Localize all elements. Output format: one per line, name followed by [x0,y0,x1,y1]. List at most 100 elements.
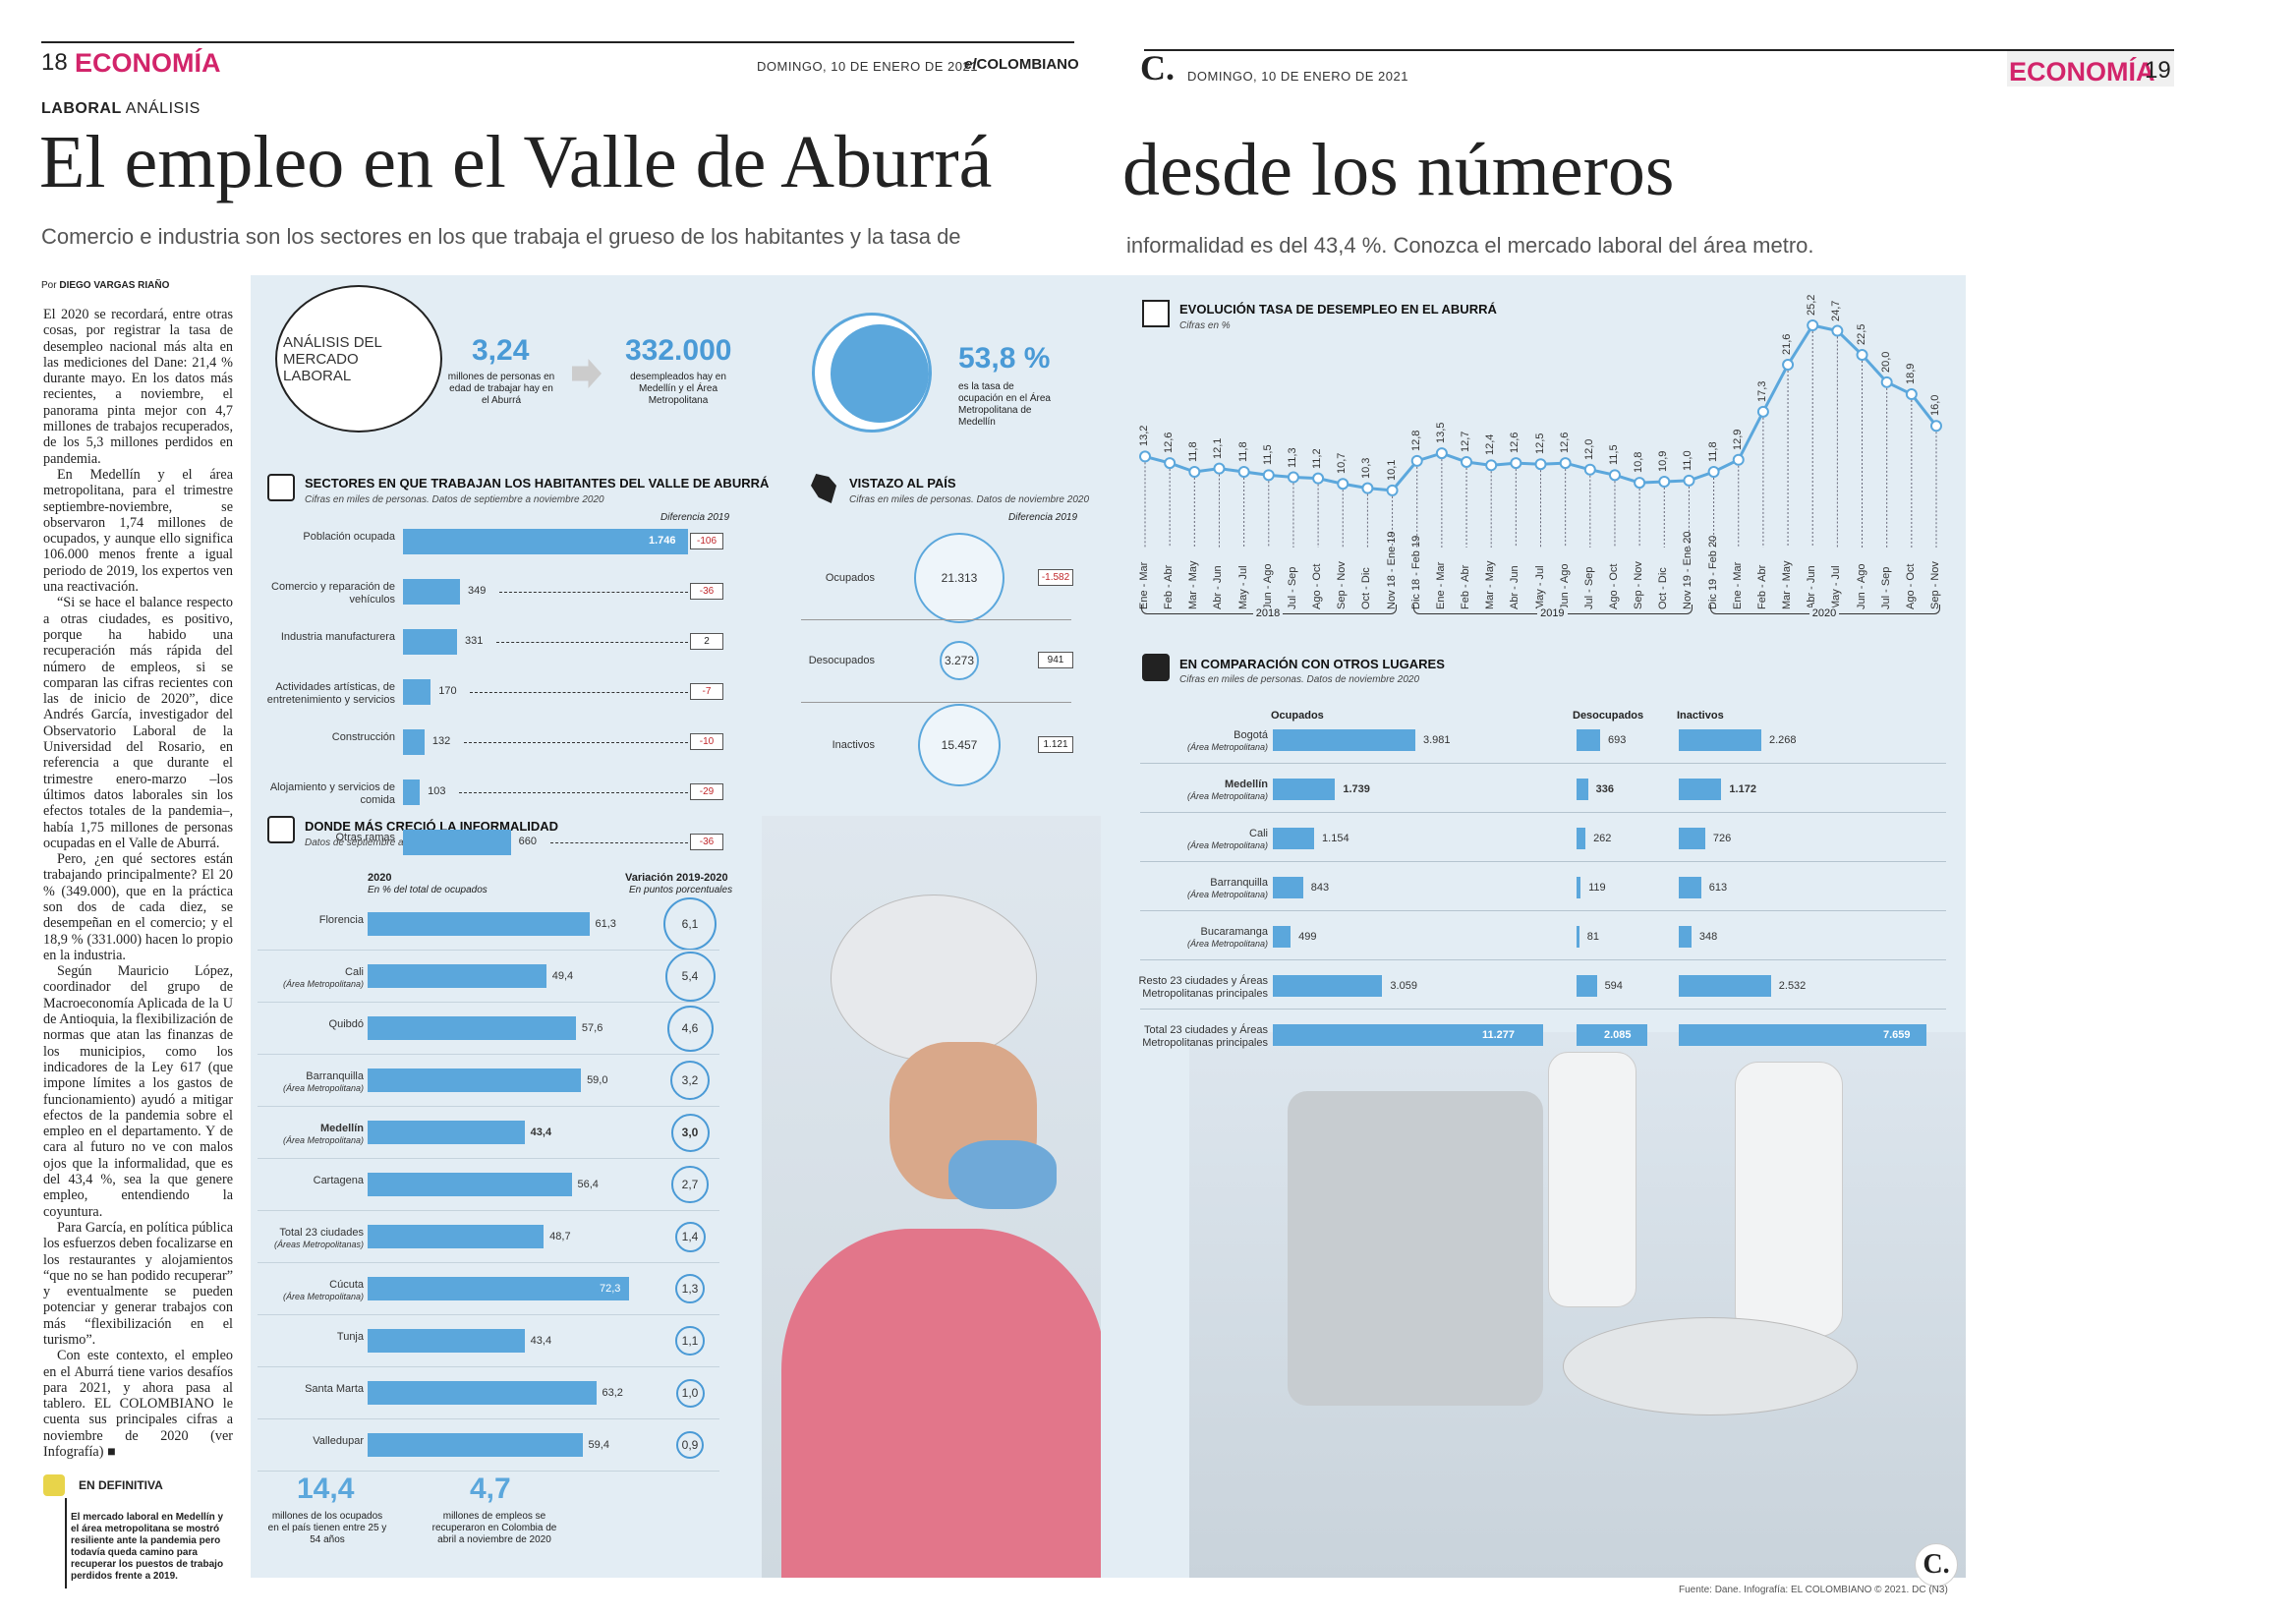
comp-place-sub: (Área Metropolitana) [1186,890,1268,899]
comp-divider [1140,959,1946,960]
x-tick-label: Jun - Ago [1855,563,1867,609]
data-point [1534,458,1547,471]
point-value-label: 12,6 [1509,432,1521,454]
comp-value-inactivos: 348 [1698,931,1718,943]
vistazo-circle: 21.313 [914,533,1004,623]
sectores-subtitle: Cifras en miles de personas. Datos de se… [305,494,604,505]
informalidad-divider [258,1314,719,1315]
data-point [1905,388,1918,401]
x-tick-label: Mar - May [1187,560,1200,610]
comp-value-desocupados: 81 [1586,931,1600,943]
x-tick-label: Ago - Oct [1607,563,1620,609]
section-label-left: ECONOMÍA [75,48,221,78]
comp-value-inactivos: 2.268 [1769,734,1797,746]
data-point [1756,405,1769,418]
comp-bar-inactivos [1679,779,1722,800]
informalidad-subtitle: Datos de septiembre a noviembre [305,837,453,848]
informalidad-divider [258,1210,719,1211]
kicker: LABORAL ANÁLISIS [41,100,201,117]
point-value-label: 18,9 [1904,363,1917,385]
comp-bar-inactivos [1679,975,1771,997]
x-tick-label: Mar - May [1781,560,1794,610]
data-point [1213,462,1226,475]
sectores-diff-header: Diferencia 2019 [660,512,730,523]
stat-unemployed: 332.000 [625,334,732,367]
vistazo-diff: 1.121 [1038,736,1073,753]
informalidad-value: 72,3 [600,1283,621,1295]
informalidad-bar [368,1068,582,1092]
point-value-label: 10,7 [1336,452,1349,475]
data-point [1807,319,1819,331]
data-point [1461,455,1473,468]
informalidad-var: 2,7 [671,1166,709,1203]
informalidad-city-sub: (Área Metropolitana) [282,979,364,989]
informalidad-var: 4,6 [666,1005,714,1052]
sector-label: Actividades artísticas, de entretenimien… [266,681,395,706]
informalidad-bar [368,1329,525,1353]
sectores-title: SECTORES EN QUE TRABAJAN LOS HABITANTES … [305,476,770,491]
informalidad-city: Barranquilla [306,1070,364,1082]
vistazo-label: Ocupados [825,572,875,584]
point-value-label: 12,4 [1484,433,1497,456]
x-tick-label: Jul - Sep [1286,566,1298,609]
comp-value-desocupados: 262 [1593,833,1612,844]
sector-leader [459,792,688,793]
point-value-label: 11,5 [1607,444,1620,466]
informalidad-bar [368,912,590,936]
comp-place: Cali [1249,828,1268,839]
comp-place-sub: (Área Metropolitana) [1186,742,1268,752]
vistazo-title: VISTAZO AL PAÍS [849,476,956,491]
vistazo-circle: 15.457 [918,704,1001,786]
comp-divider [1140,812,1946,813]
vistazo-diff: 941 [1038,652,1073,668]
comp-header-ocupados: Ocupados [1271,710,1324,722]
informalidad-bar [368,1433,583,1457]
sector-bar [403,579,460,605]
x-tick-label: Dic 19 - Feb 20 [1706,535,1719,609]
x-tick-label: Feb - Abr [1163,564,1176,609]
evolucion-subtitle: Cifras en % [1179,320,1231,331]
data-point [1707,465,1720,478]
data-point [1732,453,1745,466]
comp-bar-desocupados [1577,1024,1647,1046]
informalidad-var: 6,1 [662,896,718,952]
point-value-label: 25,2 [1806,294,1818,316]
sector-diff: 2 [690,633,723,650]
point-value-label: 17,3 [1755,380,1768,402]
informalidad-bar [368,1121,525,1144]
point-value-label: 12,0 [1582,438,1595,460]
data-point [1435,447,1448,460]
comp-value-desocupados: 336 [1595,783,1614,795]
header-rule-left [41,41,1074,43]
section-label-right: ECONOMÍA [2009,57,2155,87]
point-value-label: 10,9 [1657,450,1670,472]
data-point [1510,457,1522,470]
x-tick-label: Abr - Jun [1509,565,1521,609]
body-paragraph: Con este contexto, el empleo en el Aburr… [43,1348,233,1461]
infographic-right [1101,275,1966,1578]
comp-value-ocupados: 1.154 [1322,833,1349,844]
comp-value-ocupados: 1.739 [1343,783,1370,795]
comp-place-sub: (Área Metropolitana) [1186,840,1268,850]
x-tick-label: Jun - Ago [1261,563,1274,609]
informalidad-value: 49,4 [551,970,574,982]
comp-bar-ocupados [1273,1024,1543,1046]
x-tick-label: Mar - May [1484,560,1497,610]
point-value-label: 13,2 [1138,425,1150,447]
vistazo-divider [801,702,1071,703]
page-number-left: 18 [41,49,68,76]
data-point [1559,457,1572,470]
informalidad-var: 5,4 [664,951,716,1002]
comp-divider [1140,1009,1946,1010]
informalidad-var: 1,4 [674,1221,706,1252]
data-point [1337,478,1349,491]
year-label: 2018 [1252,607,1284,619]
sector-diff: -36 [690,834,723,850]
x-tick-label: Ene - Mar [1731,561,1744,609]
comparacion-title: EN COMPARACIÓN CON OTROS LUGARES [1179,657,1445,671]
unemployment-line-chart [1139,319,1942,548]
comp-value-desocupados: 693 [1608,734,1627,746]
stat-occupation: 53,8 % [958,342,1051,375]
point-value-label: 11,5 [1261,444,1274,466]
sector-label: Otras ramas [335,832,395,843]
